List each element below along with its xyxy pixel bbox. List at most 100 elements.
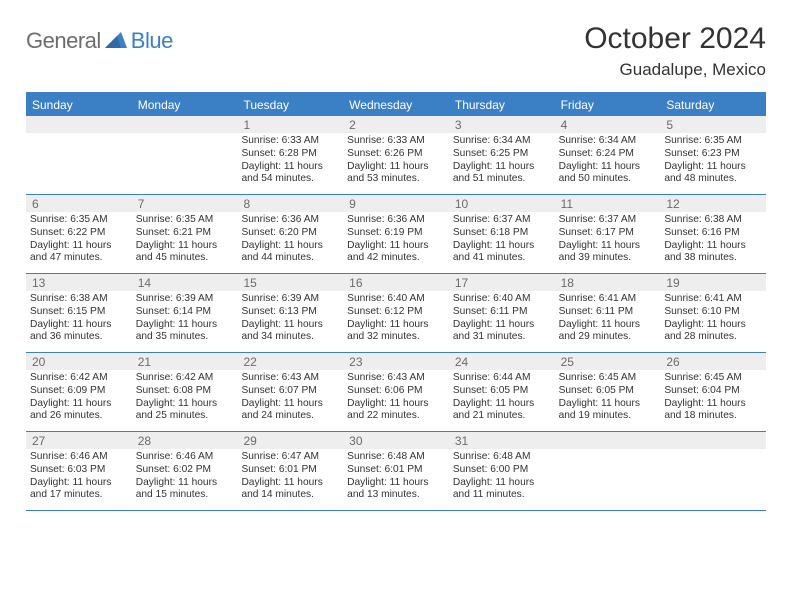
day-body: Sunrise: 6:40 AMSunset: 6:11 PMDaylight:… bbox=[449, 291, 555, 348]
day-body: Sunrise: 6:34 AMSunset: 6:25 PMDaylight:… bbox=[449, 133, 555, 190]
day-body: Sunrise: 6:35 AMSunset: 6:23 PMDaylight:… bbox=[660, 133, 766, 190]
day-cell: 8Sunrise: 6:36 AMSunset: 6:20 PMDaylight… bbox=[237, 195, 343, 273]
day-body bbox=[132, 133, 238, 139]
day-number: 29 bbox=[237, 432, 343, 449]
daylight-text: and 18 minutes. bbox=[664, 410, 762, 423]
day-cell: 10Sunrise: 6:37 AMSunset: 6:18 PMDayligh… bbox=[449, 195, 555, 273]
day-number: 11 bbox=[555, 195, 661, 212]
sunset-text: Sunset: 6:00 PM bbox=[453, 464, 551, 477]
day-cell: 24Sunrise: 6:44 AMSunset: 6:05 PMDayligh… bbox=[449, 353, 555, 431]
sunrise-text: Sunrise: 6:37 AM bbox=[453, 214, 551, 227]
daylight-text: and 50 minutes. bbox=[559, 173, 657, 186]
weekday-header: Friday bbox=[555, 94, 661, 116]
sunrise-text: Sunrise: 6:43 AM bbox=[241, 372, 339, 385]
day-number: 2 bbox=[343, 116, 449, 133]
day-cell: 3Sunrise: 6:34 AMSunset: 6:25 PMDaylight… bbox=[449, 116, 555, 194]
sunrise-text: Sunrise: 6:35 AM bbox=[136, 214, 234, 227]
day-number bbox=[132, 116, 238, 133]
day-cell: 26Sunrise: 6:45 AMSunset: 6:04 PMDayligh… bbox=[660, 353, 766, 431]
day-number: 10 bbox=[449, 195, 555, 212]
daylight-text: Daylight: 11 hours bbox=[453, 319, 551, 332]
daylight-text: and 21 minutes. bbox=[453, 410, 551, 423]
daylight-text: and 24 minutes. bbox=[241, 410, 339, 423]
day-number bbox=[26, 116, 132, 133]
sunrise-text: Sunrise: 6:45 AM bbox=[664, 372, 762, 385]
sunrise-text: Sunrise: 6:42 AM bbox=[30, 372, 128, 385]
day-body: Sunrise: 6:48 AMSunset: 6:00 PMDaylight:… bbox=[449, 449, 555, 506]
daylight-text: Daylight: 11 hours bbox=[241, 161, 339, 174]
day-body: Sunrise: 6:38 AMSunset: 6:15 PMDaylight:… bbox=[26, 291, 132, 348]
sunset-text: Sunset: 6:05 PM bbox=[559, 385, 657, 398]
daylight-text: and 19 minutes. bbox=[559, 410, 657, 423]
daylight-text: Daylight: 11 hours bbox=[559, 319, 657, 332]
daylight-text: Daylight: 11 hours bbox=[136, 477, 234, 490]
sunset-text: Sunset: 6:15 PM bbox=[30, 306, 128, 319]
daylight-text: Daylight: 11 hours bbox=[559, 240, 657, 253]
sunrise-text: Sunrise: 6:45 AM bbox=[559, 372, 657, 385]
week-row: 20Sunrise: 6:42 AMSunset: 6:09 PMDayligh… bbox=[26, 353, 766, 432]
logo-triangle-icon bbox=[105, 30, 127, 53]
sunrise-text: Sunrise: 6:44 AM bbox=[453, 372, 551, 385]
sunset-text: Sunset: 6:08 PM bbox=[136, 385, 234, 398]
daylight-text: Daylight: 11 hours bbox=[347, 240, 445, 253]
day-cell: 18Sunrise: 6:41 AMSunset: 6:11 PMDayligh… bbox=[555, 274, 661, 352]
day-body: Sunrise: 6:46 AMSunset: 6:02 PMDaylight:… bbox=[132, 449, 238, 506]
sunset-text: Sunset: 6:11 PM bbox=[559, 306, 657, 319]
day-body: Sunrise: 6:39 AMSunset: 6:13 PMDaylight:… bbox=[237, 291, 343, 348]
daylight-text: Daylight: 11 hours bbox=[30, 319, 128, 332]
day-number: 3 bbox=[449, 116, 555, 133]
sunrise-text: Sunrise: 6:40 AM bbox=[347, 293, 445, 306]
sunset-text: Sunset: 6:16 PM bbox=[664, 227, 762, 240]
day-cell: 11Sunrise: 6:37 AMSunset: 6:17 PMDayligh… bbox=[555, 195, 661, 273]
daylight-text: Daylight: 11 hours bbox=[453, 240, 551, 253]
sunset-text: Sunset: 6:26 PM bbox=[347, 148, 445, 161]
day-cell bbox=[660, 432, 766, 510]
day-body: Sunrise: 6:36 AMSunset: 6:19 PMDaylight:… bbox=[343, 212, 449, 269]
sunset-text: Sunset: 6:22 PM bbox=[30, 227, 128, 240]
day-cell: 12Sunrise: 6:38 AMSunset: 6:16 PMDayligh… bbox=[660, 195, 766, 273]
day-body: Sunrise: 6:38 AMSunset: 6:16 PMDaylight:… bbox=[660, 212, 766, 269]
daylight-text: Daylight: 11 hours bbox=[347, 477, 445, 490]
day-body: Sunrise: 6:46 AMSunset: 6:03 PMDaylight:… bbox=[26, 449, 132, 506]
daylight-text: Daylight: 11 hours bbox=[241, 398, 339, 411]
sunset-text: Sunset: 6:05 PM bbox=[453, 385, 551, 398]
daylight-text: Daylight: 11 hours bbox=[347, 398, 445, 411]
sunset-text: Sunset: 6:14 PM bbox=[136, 306, 234, 319]
calendar-page: General Blue October 2024 Guadalupe, Mex… bbox=[0, 0, 792, 529]
day-cell: 17Sunrise: 6:40 AMSunset: 6:11 PMDayligh… bbox=[449, 274, 555, 352]
sunrise-text: Sunrise: 6:38 AM bbox=[664, 214, 762, 227]
day-body: Sunrise: 6:35 AMSunset: 6:22 PMDaylight:… bbox=[26, 212, 132, 269]
day-cell: 6Sunrise: 6:35 AMSunset: 6:22 PMDaylight… bbox=[26, 195, 132, 273]
day-body: Sunrise: 6:45 AMSunset: 6:04 PMDaylight:… bbox=[660, 370, 766, 427]
day-number: 31 bbox=[449, 432, 555, 449]
sunrise-text: Sunrise: 6:43 AM bbox=[347, 372, 445, 385]
sunrise-text: Sunrise: 6:36 AM bbox=[347, 214, 445, 227]
sunrise-text: Sunrise: 6:46 AM bbox=[136, 451, 234, 464]
week-row: 1Sunrise: 6:33 AMSunset: 6:28 PMDaylight… bbox=[26, 116, 766, 195]
page-subtitle: Guadalupe, Mexico bbox=[584, 60, 766, 80]
day-body: Sunrise: 6:43 AMSunset: 6:07 PMDaylight:… bbox=[237, 370, 343, 427]
daylight-text: Daylight: 11 hours bbox=[664, 398, 762, 411]
day-body: Sunrise: 6:37 AMSunset: 6:18 PMDaylight:… bbox=[449, 212, 555, 269]
day-number: 23 bbox=[343, 353, 449, 370]
sunset-text: Sunset: 6:18 PM bbox=[453, 227, 551, 240]
sunrise-text: Sunrise: 6:33 AM bbox=[347, 135, 445, 148]
day-cell: 14Sunrise: 6:39 AMSunset: 6:14 PMDayligh… bbox=[132, 274, 238, 352]
daylight-text: and 53 minutes. bbox=[347, 173, 445, 186]
sunset-text: Sunset: 6:17 PM bbox=[559, 227, 657, 240]
daylight-text: Daylight: 11 hours bbox=[453, 161, 551, 174]
sunrise-text: Sunrise: 6:34 AM bbox=[559, 135, 657, 148]
day-number: 19 bbox=[660, 274, 766, 291]
daylight-text: and 25 minutes. bbox=[136, 410, 234, 423]
sunrise-text: Sunrise: 6:39 AM bbox=[136, 293, 234, 306]
sunrise-text: Sunrise: 6:41 AM bbox=[559, 293, 657, 306]
sunset-text: Sunset: 6:19 PM bbox=[347, 227, 445, 240]
daylight-text: Daylight: 11 hours bbox=[136, 240, 234, 253]
daylight-text: and 15 minutes. bbox=[136, 489, 234, 502]
day-number: 1 bbox=[237, 116, 343, 133]
sunset-text: Sunset: 6:11 PM bbox=[453, 306, 551, 319]
day-cell: 1Sunrise: 6:33 AMSunset: 6:28 PMDaylight… bbox=[237, 116, 343, 194]
day-cell: 15Sunrise: 6:39 AMSunset: 6:13 PMDayligh… bbox=[237, 274, 343, 352]
sunrise-text: Sunrise: 6:46 AM bbox=[30, 451, 128, 464]
day-cell: 29Sunrise: 6:47 AMSunset: 6:01 PMDayligh… bbox=[237, 432, 343, 510]
